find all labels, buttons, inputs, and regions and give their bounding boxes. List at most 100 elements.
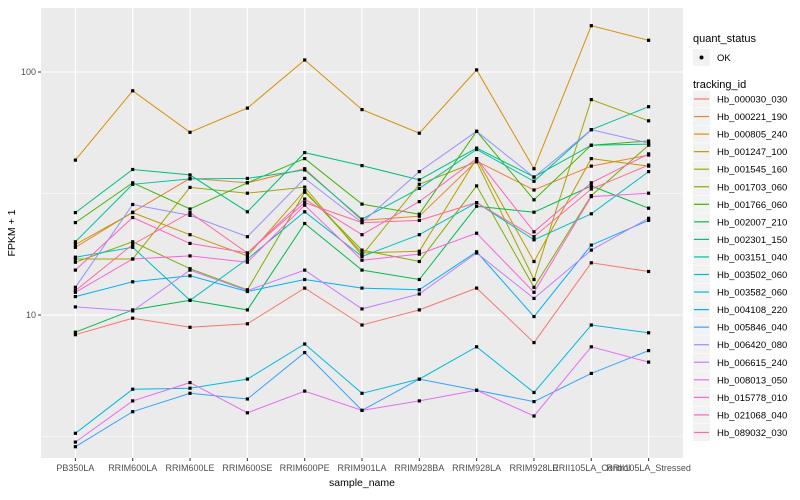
data-point bbox=[245, 289, 249, 293]
data-point bbox=[303, 185, 307, 189]
data-point bbox=[475, 68, 479, 72]
data-point bbox=[188, 391, 192, 395]
legend-label: Hb_001545_160 bbox=[717, 165, 787, 176]
data-point bbox=[73, 431, 77, 435]
data-point bbox=[188, 386, 192, 390]
data-point bbox=[73, 255, 77, 259]
data-point bbox=[303, 210, 307, 214]
data-point bbox=[360, 108, 364, 112]
data-point bbox=[475, 345, 479, 349]
data-point bbox=[532, 167, 536, 171]
data-point bbox=[303, 190, 307, 194]
data-point bbox=[303, 197, 307, 201]
data-point bbox=[188, 254, 192, 258]
data-point bbox=[303, 268, 307, 272]
data-point bbox=[131, 211, 135, 215]
data-point bbox=[532, 341, 536, 345]
data-point bbox=[475, 204, 479, 208]
data-point bbox=[360, 248, 364, 252]
data-point bbox=[245, 106, 249, 110]
data-point bbox=[647, 216, 651, 220]
data-point bbox=[417, 292, 421, 296]
legend-label: Hb_006615_240 bbox=[717, 358, 787, 369]
data-point bbox=[589, 143, 593, 147]
data-point bbox=[245, 176, 249, 180]
data-point bbox=[245, 322, 249, 326]
legend-quant-status-title: quant_status bbox=[693, 33, 756, 45]
data-point bbox=[475, 147, 479, 152]
data-point bbox=[73, 268, 77, 272]
x-tick-label: RRIM600PE bbox=[280, 463, 330, 473]
data-point bbox=[589, 187, 593, 191]
data-point bbox=[589, 98, 593, 102]
data-point bbox=[73, 295, 77, 299]
data-point bbox=[589, 195, 593, 199]
data-point bbox=[245, 308, 249, 312]
data-point bbox=[131, 245, 135, 249]
data-point bbox=[131, 89, 135, 93]
data-point bbox=[131, 399, 135, 403]
data-point bbox=[303, 58, 307, 62]
data-point bbox=[475, 286, 479, 290]
data-point bbox=[647, 119, 651, 123]
legend-label: Hb_021068_040 bbox=[717, 410, 787, 421]
data-point bbox=[303, 389, 307, 393]
data-point bbox=[360, 233, 364, 237]
data-point bbox=[188, 213, 192, 217]
data-point bbox=[417, 170, 421, 174]
data-point bbox=[73, 330, 77, 334]
x-tick-label: RRIM928LE bbox=[509, 463, 558, 473]
data-point bbox=[647, 139, 651, 143]
legend-label: Hb_003582_060 bbox=[717, 288, 787, 299]
x-tick-label: RRIM928LA bbox=[452, 463, 501, 473]
data-point bbox=[131, 242, 135, 247]
data-point bbox=[647, 105, 651, 109]
data-point bbox=[303, 351, 307, 355]
data-point bbox=[245, 191, 249, 195]
data-point bbox=[188, 241, 192, 245]
data-point bbox=[303, 342, 307, 346]
data-point bbox=[73, 245, 77, 249]
data-point bbox=[475, 157, 479, 161]
x-tick-label: PB350LA bbox=[56, 463, 94, 473]
data-point bbox=[188, 211, 192, 215]
data-point bbox=[303, 277, 307, 282]
data-point bbox=[188, 274, 192, 278]
data-point bbox=[360, 391, 364, 395]
data-point bbox=[360, 307, 364, 311]
legend-label: Hb_001703_060 bbox=[717, 182, 787, 193]
data-point bbox=[360, 217, 364, 221]
data-point bbox=[73, 260, 77, 264]
data-point bbox=[475, 388, 479, 392]
data-point bbox=[647, 38, 651, 42]
data-point bbox=[532, 238, 536, 242]
legend-label: Hb_001766_060 bbox=[717, 200, 787, 211]
data-point bbox=[532, 277, 536, 282]
x-tick-label: RRIM928BA bbox=[394, 463, 444, 473]
data-point bbox=[417, 288, 421, 292]
legend-ok-label: OK bbox=[717, 53, 731, 64]
data-point bbox=[532, 315, 536, 319]
x-tick-label: RRII105LA_Control bbox=[552, 463, 630, 473]
data-point bbox=[73, 240, 77, 244]
data-point bbox=[73, 290, 77, 294]
legend-ok-point bbox=[699, 55, 704, 60]
data-point bbox=[188, 207, 192, 211]
data-point bbox=[188, 325, 192, 329]
data-point bbox=[73, 158, 77, 162]
data-point bbox=[131, 215, 135, 220]
data-point bbox=[475, 201, 479, 205]
data-point bbox=[360, 251, 364, 255]
data-point bbox=[131, 167, 135, 172]
data-point bbox=[303, 203, 307, 207]
data-point bbox=[589, 243, 593, 247]
data-point bbox=[360, 258, 364, 262]
x-axis-title: sample_name bbox=[329, 477, 395, 489]
data-point bbox=[417, 399, 421, 403]
data-point bbox=[417, 186, 421, 190]
data-point bbox=[73, 445, 77, 449]
data-point bbox=[417, 249, 421, 253]
data-point bbox=[647, 269, 651, 274]
data-point bbox=[303, 286, 307, 290]
data-point bbox=[589, 248, 593, 252]
